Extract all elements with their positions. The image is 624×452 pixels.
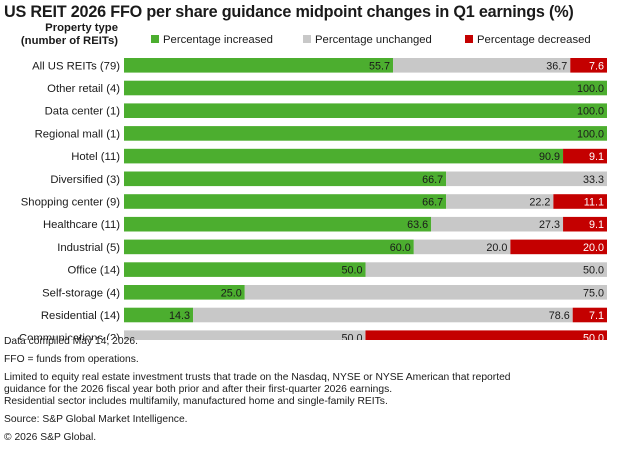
category-label: Regional mall (1) bbox=[35, 128, 121, 140]
bar-segment-increased bbox=[124, 171, 447, 187]
category-label: Hotel (11) bbox=[71, 151, 120, 163]
bar-segment-increased bbox=[124, 194, 447, 209]
bar-segment-decreased bbox=[563, 216, 607, 232]
bar-segment-decreased bbox=[572, 307, 607, 323]
data-label-unchanged: 27.3 bbox=[539, 219, 560, 231]
data-label-decreased: 7.6 bbox=[589, 60, 604, 72]
bar-segment-unchanged bbox=[244, 285, 607, 300]
note-scope-line-2: guidance for the 2026 fiscal year both p… bbox=[4, 384, 393, 395]
data-label-unchanged: 22.2 bbox=[529, 197, 550, 209]
data-label-decreased: 20.0 bbox=[583, 242, 604, 254]
note-date-compiled: Data compiled May 14, 2026. bbox=[4, 336, 138, 347]
data-label-increased: 14.3 bbox=[169, 310, 190, 322]
data-label-increased: 100.0 bbox=[577, 83, 604, 95]
bar-segment-increased bbox=[124, 58, 394, 73]
data-label-unchanged: 50.0 bbox=[341, 333, 362, 340]
note-copyright: © 2026 S&P Global. bbox=[4, 432, 97, 443]
data-label-decreased: 9.1 bbox=[589, 219, 604, 231]
bar-segment-increased bbox=[124, 148, 564, 164]
y-axis-title: Property type (number of REITs) bbox=[4, 22, 118, 48]
y-axis-title-line-2: (number of REITs) bbox=[20, 35, 118, 47]
category-label: Shopping center (9) bbox=[21, 197, 120, 209]
bar-segment-unchanged bbox=[446, 171, 607, 187]
category-label: Self-storage (4) bbox=[42, 287, 120, 299]
data-label-increased: 55.7 bbox=[369, 60, 390, 72]
bar-segment-decreased bbox=[570, 58, 607, 73]
data-label-increased: 90.9 bbox=[539, 151, 560, 163]
bar-segment-increased bbox=[124, 307, 194, 323]
data-label-decreased: 11.1 bbox=[584, 197, 604, 209]
bar-segment-decreased bbox=[510, 239, 607, 255]
data-label-increased: 60.0 bbox=[390, 242, 411, 254]
legend-label-unchanged: Percentage unchanged bbox=[315, 34, 432, 46]
legend-label-increased: Percentage increased bbox=[163, 34, 273, 46]
legend-item-decreased: Percentage decreased bbox=[465, 34, 591, 46]
bar-segment-increased bbox=[124, 216, 432, 232]
legend-item-unchanged: Percentage unchanged bbox=[303, 34, 432, 46]
data-label-decreased: 7.1 bbox=[589, 310, 604, 322]
chart-title: US REIT 2026 FFO per share guidance midp… bbox=[4, 3, 574, 21]
data-label-increased: 100.0 bbox=[577, 106, 604, 118]
bar-segment-unchanged bbox=[431, 216, 564, 232]
data-label-unchanged: 36.7 bbox=[546, 60, 567, 72]
data-label-increased: 63.6 bbox=[407, 219, 428, 231]
bar-segment-increased bbox=[124, 285, 245, 300]
legend-item-increased: Percentage increased bbox=[151, 34, 273, 46]
bar-segment-decreased bbox=[553, 194, 607, 209]
note-ffo-definition: FFO = funds from operations. bbox=[4, 354, 139, 365]
note-residential: Residential sector includes multifamily,… bbox=[4, 396, 388, 407]
data-label-unchanged: 75.0 bbox=[583, 287, 604, 299]
data-label-increased: 66.7 bbox=[422, 197, 443, 209]
note-scope-line-1: Limited to equity real estate investment… bbox=[4, 372, 511, 383]
data-label-unchanged: 50.0 bbox=[583, 265, 604, 277]
category-label: Office (14) bbox=[67, 265, 120, 277]
data-label-unchanged: 78.6 bbox=[549, 310, 570, 322]
data-label-increased: 100.0 bbox=[577, 128, 604, 140]
bar-segment-unchanged bbox=[193, 307, 573, 323]
data-label-increased: 25.0 bbox=[221, 287, 242, 299]
legend-swatch-unchanged bbox=[303, 35, 311, 43]
bar-segment-unchanged bbox=[413, 239, 511, 255]
category-label: All US REITs (79) bbox=[32, 60, 120, 72]
bar-segment-increased bbox=[124, 126, 607, 141]
chart-footnotes: Data compiled May 14, 2026. FFO = funds … bbox=[4, 336, 511, 444]
bar-segment-increased bbox=[124, 239, 414, 255]
category-label: Diversified (3) bbox=[50, 174, 120, 186]
data-label-decreased: 9.1 bbox=[589, 151, 604, 163]
bar-segment-decreased bbox=[365, 330, 607, 340]
legend-label-decreased: Percentage decreased bbox=[477, 34, 591, 46]
category-label: Residential (14) bbox=[41, 310, 120, 322]
bar-segment-unchanged bbox=[393, 58, 571, 73]
note-source: Source: S&P Global Market Intelligence. bbox=[4, 414, 188, 425]
bar-segment-unchanged bbox=[365, 262, 607, 277]
category-label: Communications (2) bbox=[19, 333, 120, 340]
data-label-decreased: 50.0 bbox=[583, 333, 604, 340]
y-axis-title-line-1: Property type bbox=[45, 22, 118, 34]
category-label: Other retail (4) bbox=[47, 83, 120, 95]
bar-segment-increased bbox=[124, 103, 607, 118]
category-label: Data center (1) bbox=[45, 106, 121, 118]
bar-segment-decreased bbox=[563, 148, 607, 164]
bar-segment-unchanged bbox=[446, 194, 554, 209]
data-label-increased: 66.7 bbox=[422, 174, 443, 186]
category-label: Industrial (5) bbox=[57, 242, 120, 254]
bar-segment-unchanged bbox=[124, 330, 366, 340]
data-label-unchanged: 33.3 bbox=[583, 174, 604, 186]
bar-segment-increased bbox=[124, 80, 607, 96]
data-label-increased: 50.0 bbox=[341, 265, 362, 277]
legend-swatch-increased bbox=[151, 35, 159, 43]
legend-swatch-decreased bbox=[465, 35, 473, 43]
bar-chart: All US REITs (79) 55.7 36.7 7.6 Other retail… bbox=[19, 58, 607, 340]
data-label-unchanged: 20.0 bbox=[486, 242, 507, 254]
bar-segment-increased bbox=[124, 262, 366, 277]
category-label: Healthcare (11) bbox=[43, 219, 120, 231]
